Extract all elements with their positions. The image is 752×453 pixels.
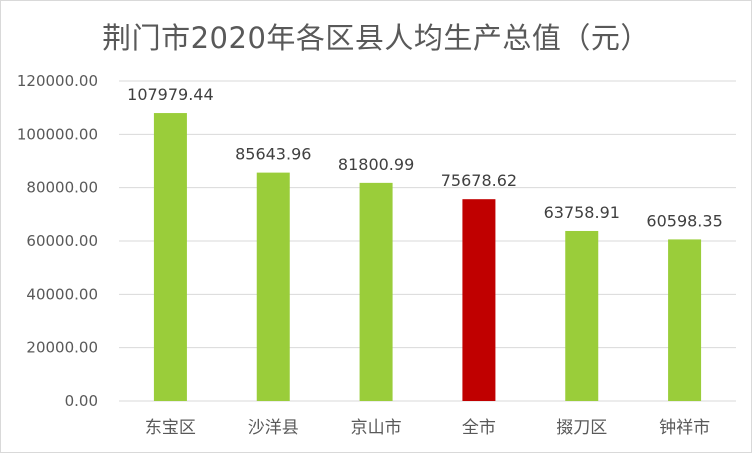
bar	[153, 113, 187, 402]
data-label: 81800.99	[338, 155, 414, 174]
y-tick-label: 120000.00	[17, 72, 98, 90]
bar	[359, 182, 393, 401]
y-tick-label: 20000.00	[26, 339, 98, 357]
x-tick-label: 京山市	[351, 418, 402, 438]
x-tick-label: 掇刀区	[556, 418, 607, 438]
x-tick-label: 沙洋县	[248, 418, 299, 438]
y-tick-label: 0.00	[65, 392, 98, 410]
data-label: 85643.96	[235, 145, 311, 164]
x-tick-label: 钟祥市	[659, 418, 710, 438]
y-tick-label: 100000.00	[17, 125, 98, 143]
y-tick-label: 60000.00	[26, 232, 98, 250]
y-tick-label: 80000.00	[26, 179, 98, 197]
data-label: 107979.44	[127, 85, 214, 104]
data-label: 63758.91	[544, 203, 620, 222]
y-tick-label: 40000.00	[26, 285, 98, 303]
bar	[668, 239, 702, 401]
x-tick-label: 东宝区	[145, 418, 196, 438]
data-label: 75678.62	[441, 171, 517, 190]
bar	[462, 199, 496, 401]
bar	[565, 230, 599, 401]
data-label: 60598.35	[646, 211, 722, 230]
bar	[256, 172, 290, 401]
chart-title: 荆门市2020年各区县人均生产总值（元）	[102, 21, 650, 55]
x-tick-label: 全市	[462, 418, 496, 438]
